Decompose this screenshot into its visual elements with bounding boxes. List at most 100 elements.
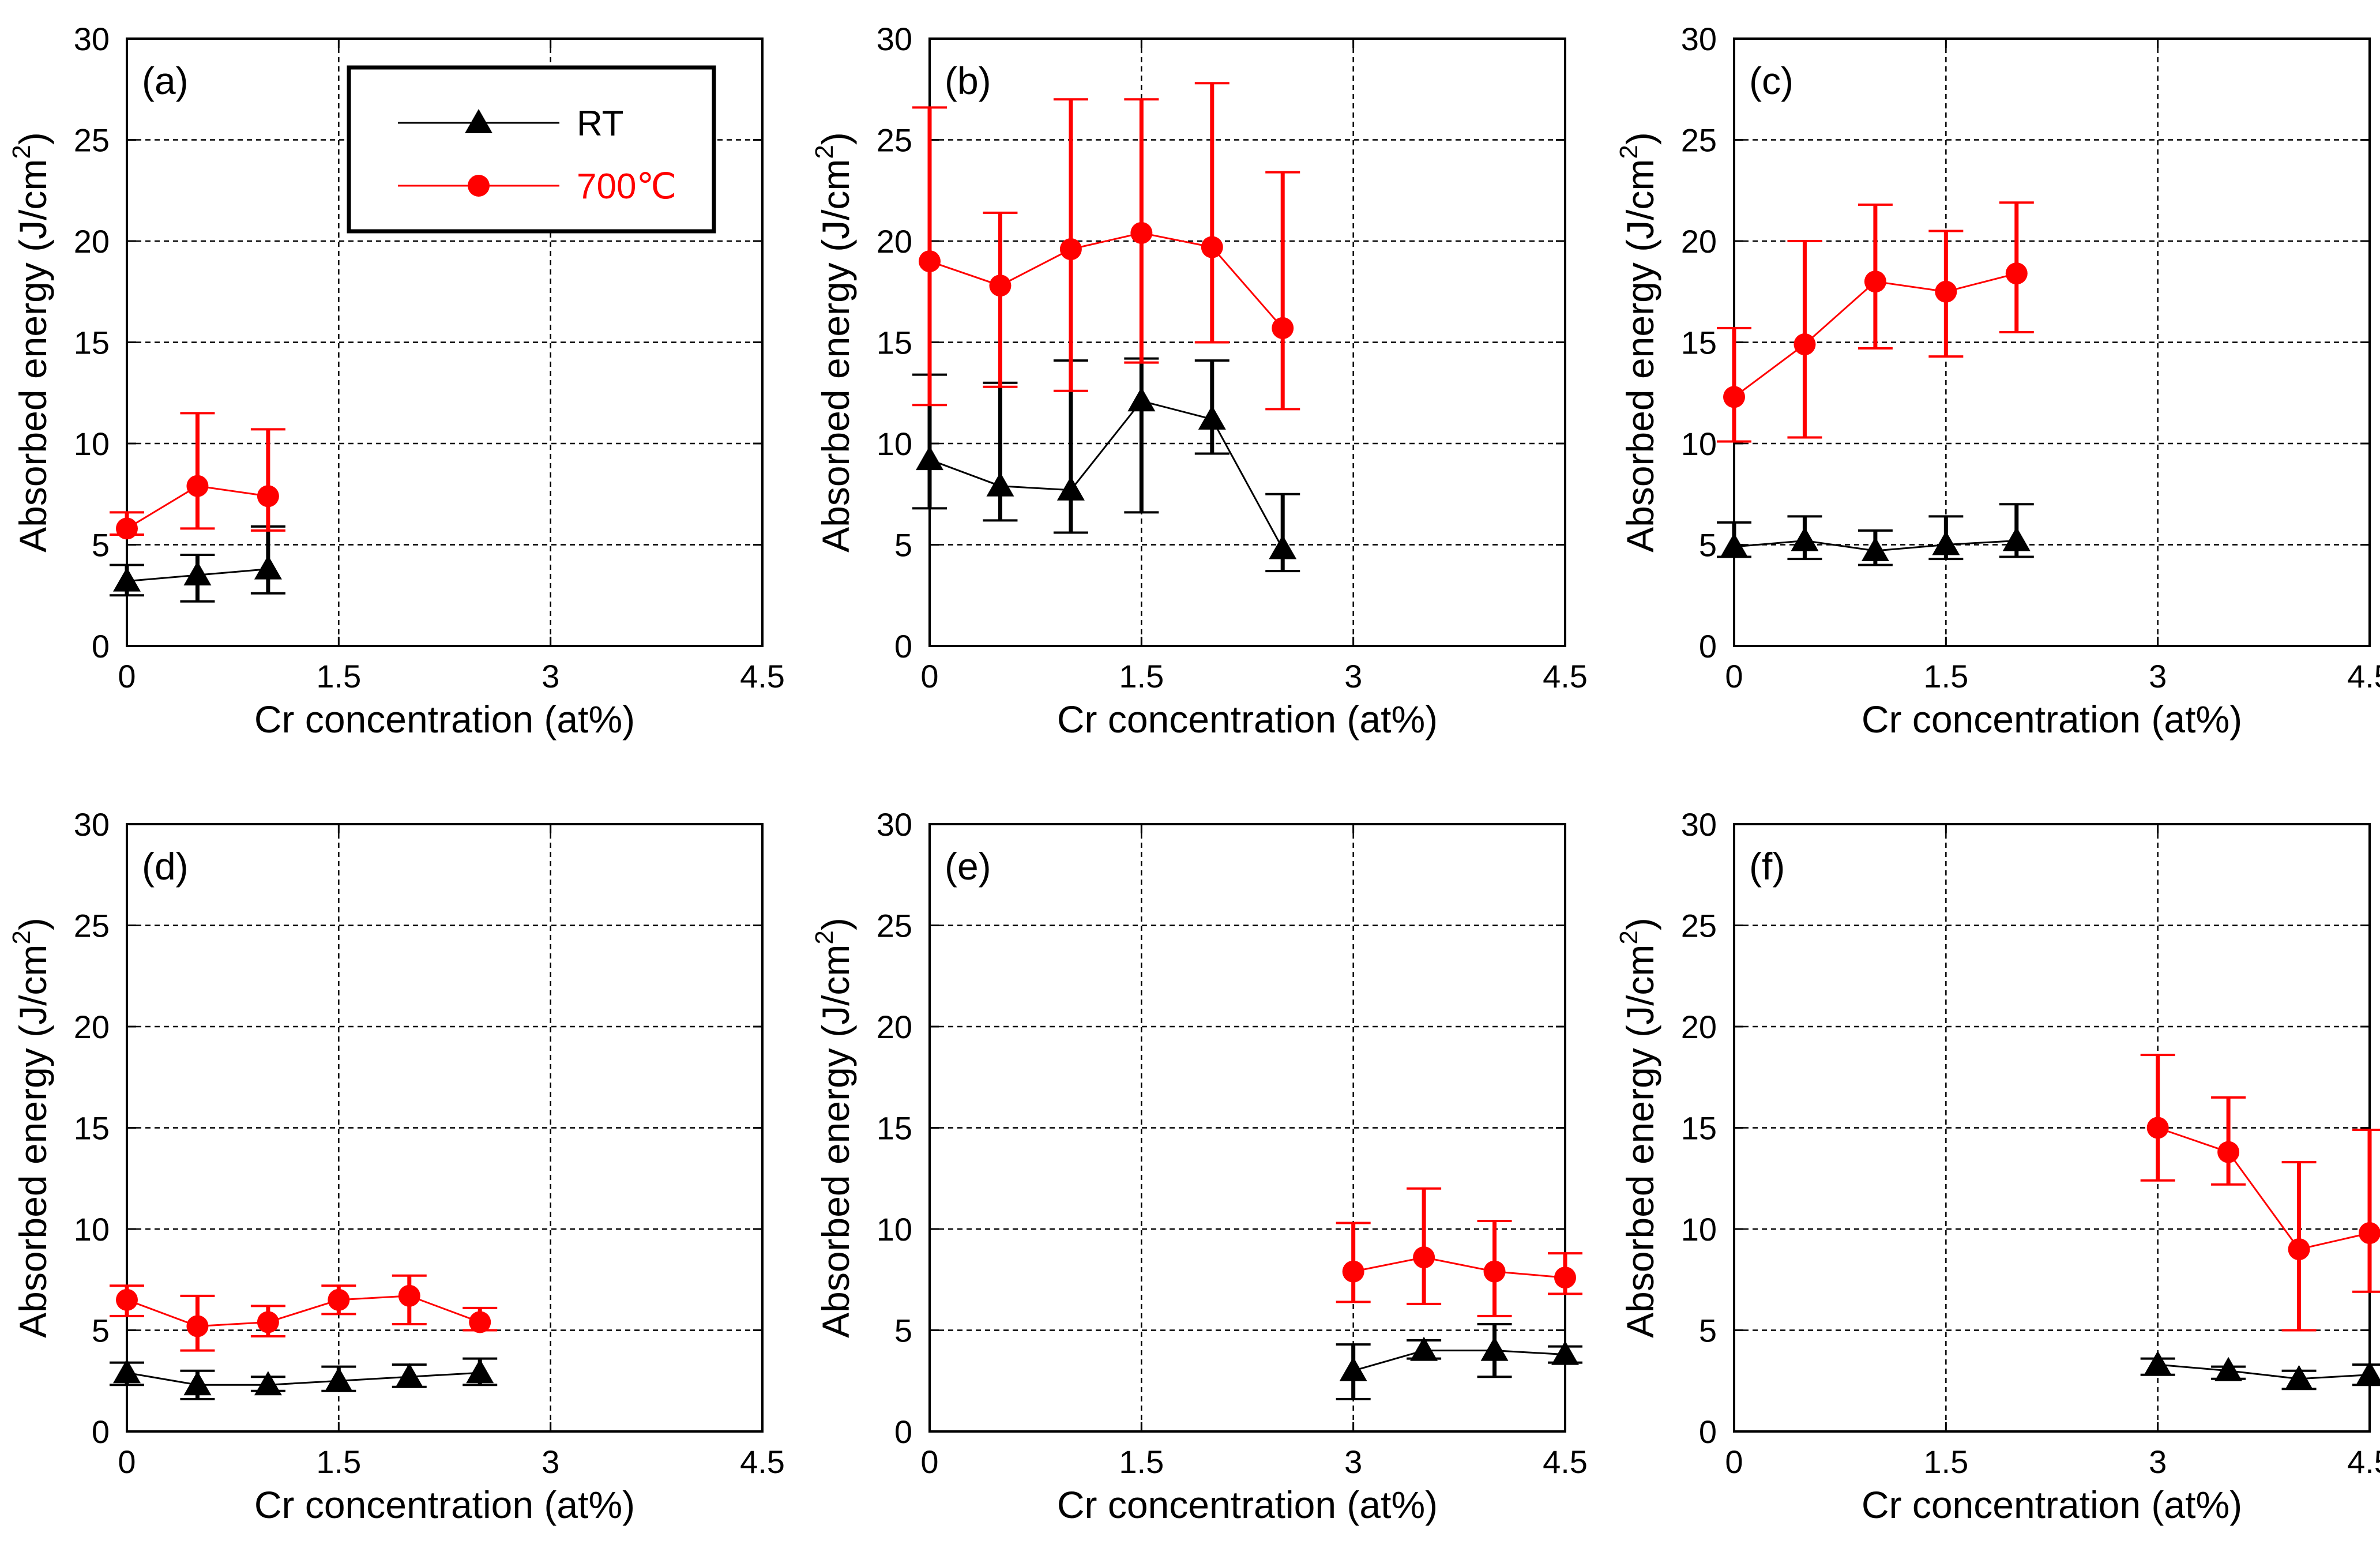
data-point (186, 1315, 209, 1337)
gridlines (930, 39, 1565, 646)
x-tick-label: 3 (1344, 1444, 1362, 1480)
y-axis-label: Absorbed energy (J/cm2) (1615, 132, 1661, 553)
series-rt (110, 1357, 498, 1400)
data-point (1791, 527, 1819, 551)
y-tick-label: 20 (74, 1009, 110, 1045)
y-tick-label: 10 (877, 426, 912, 462)
y-tick-label: 15 (74, 325, 110, 361)
data-point (1269, 535, 1297, 559)
series-hot (110, 412, 285, 540)
data-point (1130, 221, 1153, 244)
data-point (1059, 238, 1082, 261)
y-axis-label-main: Absorbed energy (J/cm (1619, 945, 1661, 1338)
x-tick-label: 1.5 (1119, 658, 1164, 694)
y-tick-label: 20 (74, 223, 110, 260)
series-hot (912, 82, 1300, 411)
x-tick-label: 3 (2149, 658, 2167, 694)
y-tick-label: 25 (74, 908, 110, 944)
panel-label: (a) (142, 59, 189, 102)
data-point (1864, 270, 1886, 293)
y-tick-label: 25 (1681, 908, 1717, 944)
y-axis-label-close: ) (1619, 918, 1661, 930)
x-tick-label: 4.5 (1543, 1444, 1588, 1480)
data-point (1410, 1336, 1438, 1361)
panel-label: (b) (945, 59, 991, 102)
data-point (989, 275, 1012, 297)
data-point (2217, 1141, 2240, 1163)
data-point (186, 475, 209, 497)
gridlines (1734, 824, 2370, 1431)
series-line (2157, 1363, 2370, 1380)
y-axis-label-main: Absorbed energy (J/cm (12, 159, 54, 553)
y-tick-label: 15 (1681, 325, 1717, 361)
chart-panel-f: 0 1.5 3 4.5 0 5 10 15 20 25 30 Cr concentration (at… (1615, 806, 2380, 1526)
y-tick-label: 0 (92, 628, 110, 664)
data-point (1272, 317, 1294, 339)
y-tick-label: 5 (1699, 527, 1717, 563)
x-tick-label: 1.5 (316, 1444, 361, 1480)
x-tick-label: 4.5 (1543, 658, 1588, 694)
chart-panel-b: 0 1.5 3 4.5 0 5 10 15 20 25 30 Cr concentration (at… (810, 21, 1588, 741)
panel-label: (e) (945, 845, 991, 888)
x-tick-label: 4.5 (2347, 1444, 2380, 1480)
series-line (929, 232, 1284, 329)
data-point (1413, 1246, 1435, 1269)
data-point (1554, 1267, 1576, 1289)
y-tick-label: 0 (1699, 1414, 1717, 1450)
x-tick-label: 0 (920, 658, 938, 694)
x-tick-label: 0 (920, 1444, 938, 1480)
y-axis-label: Absorbed energy (J/cm2) (1615, 918, 1661, 1338)
data-point (113, 567, 141, 592)
data-point (2356, 1361, 2380, 1385)
x-tick-label: 0 (118, 1444, 136, 1480)
y-axis-label-superscript: 2 (7, 930, 36, 944)
tick-labels: 0 1.5 3 4.5 0 5 10 15 20 25 30 (74, 21, 785, 694)
chart-panel-d: 0 1.5 3 4.5 0 5 10 15 20 25 30 Cr concentration (at… (7, 806, 785, 1526)
legend-hot-label: 700℃ (577, 167, 676, 206)
error-bar (250, 428, 285, 532)
chart-panel-c: 0 1.5 3 4.5 0 5 10 15 20 25 30 Cr concentration (at… (1615, 21, 2380, 741)
y-axis-label: Absorbed energy (J/cm2) (810, 918, 857, 1338)
data-point (2285, 1365, 2313, 1389)
y-axis-label-main: Absorbed energy (J/cm (814, 159, 857, 553)
y-axis-label: Absorbed energy (J/cm2) (810, 132, 857, 553)
y-axis-label-superscript: 2 (810, 930, 839, 944)
data-point (254, 555, 282, 580)
data-point (1339, 1356, 1367, 1381)
y-tick-label: 0 (894, 628, 912, 664)
legend: RT 700℃ (347, 65, 716, 234)
y-axis-label: Absorbed energy (J/cm2) (7, 132, 54, 553)
y-tick-label: 20 (877, 223, 912, 260)
x-tick-label: 1.5 (1923, 658, 1968, 694)
y-tick-label: 30 (1681, 21, 1717, 57)
data-point (1932, 531, 1960, 555)
y-tick-label: 20 (1681, 223, 1717, 260)
data-point (113, 1359, 141, 1384)
y-axis-label-main: Absorbed energy (J/cm (1619, 159, 1661, 553)
legend-hot-marker (468, 175, 490, 197)
error-bar (1265, 171, 1300, 411)
series-hot (2140, 1054, 2380, 1332)
data-point (183, 1371, 212, 1396)
series-line (126, 1371, 480, 1386)
data-point (1056, 476, 1085, 501)
series-line (1353, 1256, 1566, 1279)
gridlines (127, 39, 762, 646)
y-axis-label-main: Absorbed energy (J/cm (814, 945, 857, 1338)
series-rt (912, 357, 1300, 573)
x-axis-label: Cr concentration (at%) (254, 1483, 635, 1526)
y-tick-label: 15 (74, 1110, 110, 1147)
error-bar (180, 412, 215, 530)
data-point (1935, 280, 1957, 303)
x-tick-label: 1.5 (316, 658, 361, 694)
y-tick-label: 30 (74, 21, 110, 57)
data-point (328, 1288, 350, 1311)
series-line (126, 1295, 480, 1327)
error-bar (2352, 1129, 2380, 1293)
x-axis-label: Cr concentration (at%) (1057, 698, 1438, 741)
data-point (1861, 537, 1889, 562)
x-tick-label: 3 (542, 1444, 559, 1480)
y-tick-label: 25 (877, 122, 912, 159)
x-axis-label: Cr concentration (at%) (1862, 1483, 2242, 1526)
